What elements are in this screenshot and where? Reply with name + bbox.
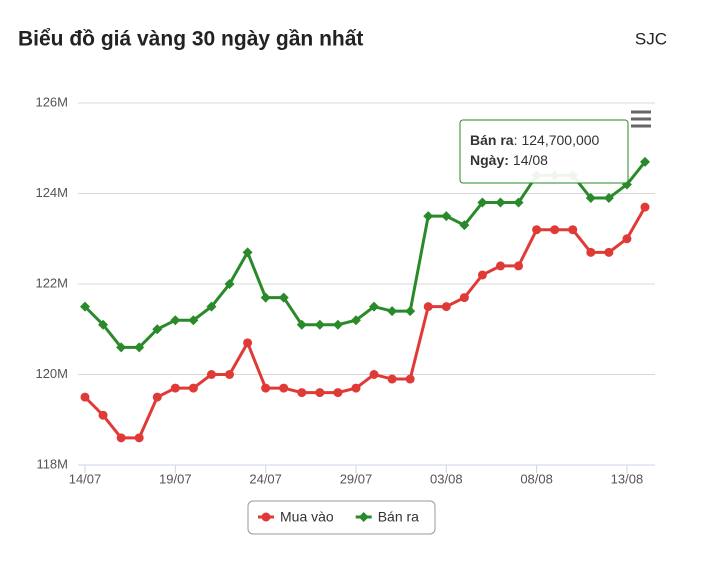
point (98, 319, 109, 330)
point (423, 302, 433, 312)
tooltip-text: : (504, 152, 509, 168)
point (369, 301, 380, 312)
y-tick-label: 126M (35, 94, 68, 109)
point (224, 279, 235, 289)
point (279, 383, 289, 393)
point (188, 383, 198, 393)
point (459, 293, 469, 303)
point (152, 324, 163, 335)
point (350, 315, 361, 326)
point (477, 270, 487, 280)
y-tick-label: 118M (36, 456, 68, 471)
tooltip-text: 14/08 (513, 152, 548, 168)
tooltip-line: Ngày: 14/08 (470, 152, 548, 168)
point (296, 319, 307, 330)
point (152, 392, 162, 402)
point (243, 338, 253, 348)
point (495, 261, 505, 271)
point (550, 225, 560, 235)
point (514, 261, 524, 271)
point (116, 433, 126, 443)
point (80, 301, 90, 312)
point (261, 383, 271, 393)
series-line (83, 160, 647, 349)
point (405, 306, 416, 317)
x-tick-label: 08/08 (520, 471, 553, 486)
point (80, 392, 90, 402)
tooltip-text: Bán ra (470, 132, 514, 148)
source-label: SJC (635, 29, 667, 48)
point (441, 302, 451, 312)
legend-marker (358, 512, 369, 522)
point (134, 433, 144, 443)
tooltip-text: Ngày (470, 152, 504, 168)
point (387, 306, 398, 317)
point (369, 370, 379, 379)
point (314, 319, 325, 330)
point (513, 197, 524, 208)
x-tick-label: 13/08 (611, 471, 644, 486)
point (332, 319, 343, 330)
point (188, 315, 199, 326)
point (459, 220, 470, 231)
point (568, 225, 578, 235)
y-tick-label: 124M (35, 185, 68, 200)
legend-label: Mua vào (280, 509, 334, 525)
x-tick-label: 19/07 (159, 471, 192, 486)
point (387, 374, 397, 384)
point (260, 292, 271, 303)
point (603, 193, 614, 204)
point (206, 370, 216, 379)
chart-title: Biểu đồ giá vàng 30 ngày gần nhất (18, 28, 363, 51)
x-tick-label: 29/07 (340, 471, 373, 486)
point (532, 225, 542, 235)
x-tick-label: 03/08 (430, 471, 463, 486)
point (495, 197, 506, 208)
x-tick-label: 24/07 (249, 471, 282, 486)
point (351, 383, 361, 393)
tooltip-text: : (514, 132, 518, 148)
tooltip-box (459, 119, 629, 184)
point (640, 156, 650, 167)
point (206, 301, 217, 312)
point (134, 342, 145, 353)
point (297, 388, 307, 398)
point (333, 388, 343, 398)
point (278, 292, 289, 303)
point (315, 388, 325, 398)
menu-icon[interactable] (631, 110, 651, 128)
point (640, 202, 650, 212)
point (405, 374, 415, 384)
point (586, 247, 596, 257)
legend-marker (261, 512, 271, 522)
point (477, 197, 488, 208)
legend-box (247, 500, 436, 535)
tooltip-line: Bán ra: 124,700,000 (470, 132, 600, 148)
x-tick-label: 14/07 (69, 471, 102, 486)
point (441, 211, 452, 222)
y-tick-label: 120M (35, 366, 68, 381)
point (170, 315, 181, 326)
legend-label: Bán ra (378, 509, 419, 525)
point (242, 247, 253, 258)
tooltip-text: 124,700,000 (521, 132, 599, 148)
y-tick-label: 122M (35, 275, 68, 290)
point (98, 410, 108, 420)
point (170, 383, 180, 393)
point (116, 342, 127, 353)
point (585, 193, 596, 204)
point (622, 234, 632, 244)
point (423, 211, 434, 222)
point (225, 370, 235, 379)
point (604, 247, 614, 257)
